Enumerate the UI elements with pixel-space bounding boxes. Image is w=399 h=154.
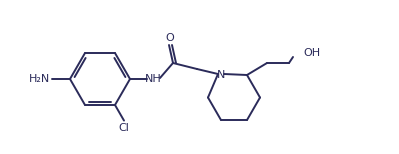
Text: OH: OH [303, 48, 320, 58]
Text: O: O [166, 33, 174, 43]
Text: Cl: Cl [119, 123, 129, 133]
Text: NH: NH [144, 74, 161, 84]
Text: N: N [217, 70, 225, 80]
Text: H₂N: H₂N [29, 74, 50, 84]
